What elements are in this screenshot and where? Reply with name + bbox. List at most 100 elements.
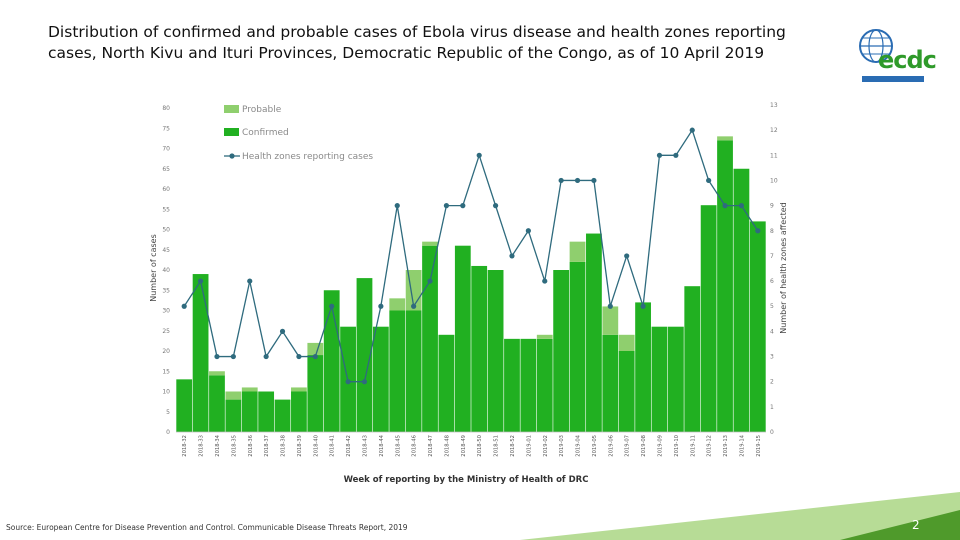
bar-confirmed	[372, 326, 389, 432]
bar-confirmed	[586, 233, 602, 432]
y-tick-label: 35	[162, 287, 170, 294]
x-tick-label: 2018-51	[494, 435, 500, 457]
bar-probable	[209, 371, 225, 376]
bar-confirmed	[471, 265, 488, 432]
bar-confirmed	[487, 270, 504, 432]
x-axis-title: Week of reporting by the Ministry of Hea…	[344, 475, 589, 485]
line-point	[394, 203, 400, 209]
y-tick-label: 65	[162, 166, 170, 173]
bar-confirmed	[389, 310, 406, 432]
line-health-zones	[183, 128, 759, 383]
x-tick-label: 2018-42	[346, 435, 352, 457]
line-point	[197, 278, 204, 284]
x-tick-label: 2019-15	[756, 435, 762, 457]
x-tick-label: 2019-13	[723, 435, 729, 457]
bar-confirmed	[323, 290, 340, 432]
x-tick-label: 2018-39	[297, 435, 303, 457]
bar-confirmed	[749, 221, 766, 432]
bar-confirmed	[700, 205, 717, 432]
bottom-green-band	[520, 492, 960, 540]
bar-probable	[389, 298, 406, 311]
x-tick-label: 2018-48	[444, 435, 450, 457]
bar-confirmed	[717, 140, 733, 432]
line-point	[329, 303, 335, 309]
line-point	[706, 177, 712, 184]
legend-label-health-zones: Health zones reporting cases	[242, 152, 373, 162]
line-point	[476, 152, 482, 158]
line-point	[181, 303, 187, 309]
y-tick-label: 80	[162, 105, 170, 112]
bar-confirmed	[307, 355, 324, 432]
line-series-group	[181, 127, 761, 385]
y-tick-label: 45	[162, 247, 170, 254]
bar-probable	[717, 136, 733, 141]
x-tick-label: 2019-06	[608, 435, 614, 457]
line-point	[312, 353, 318, 360]
bar-confirmed	[667, 326, 684, 432]
bar-confirmed	[438, 334, 455, 432]
y-tick-label: 30	[162, 308, 170, 315]
bar-probable	[291, 387, 307, 392]
legend-swatch-probable	[224, 105, 239, 113]
x-tick-label: 2018-34	[215, 434, 221, 456]
x-tick-label: 2019-10	[674, 435, 680, 457]
x-tick-label: 2018-32	[182, 435, 188, 457]
line-point	[214, 353, 220, 360]
bar-confirmed	[536, 338, 553, 432]
x-tick-label: 2018-46	[412, 435, 418, 457]
x-tick-label: 2018-37	[264, 435, 270, 457]
x-tick-label: 2018-47	[428, 435, 434, 457]
x-tick-label: 2019-14	[739, 434, 745, 456]
x-tick-label: 2019-08	[641, 435, 647, 457]
y2-tick-label: 0	[770, 429, 774, 436]
x-tick-label: 2019-04	[576, 434, 582, 456]
y-tick-label: 25	[162, 328, 170, 335]
line-point	[427, 278, 433, 284]
line-point	[247, 278, 253, 284]
bar-confirmed	[225, 399, 242, 432]
bar-confirmed	[258, 391, 275, 432]
line-point	[509, 253, 515, 259]
bar-probable	[569, 241, 586, 262]
line-point	[574, 177, 581, 184]
y2-tick-label: 5	[770, 303, 774, 310]
bar-confirmed	[618, 351, 635, 432]
x-tick-label: 2018-49	[461, 435, 467, 457]
y-tick-label: 20	[162, 348, 170, 355]
y2-tick-label: 9	[770, 203, 774, 210]
legend-label-probable: Probable	[242, 105, 282, 115]
y-tick-label: 50	[162, 227, 170, 234]
x-tick-label: 2018-43	[362, 435, 368, 457]
y-tick-label: 0	[166, 429, 170, 436]
bar-confirmed	[405, 310, 422, 432]
line-point	[230, 353, 236, 360]
y2-tick-label: 6	[770, 278, 774, 285]
page-number: 2	[912, 518, 920, 532]
y-tick-label: 5	[166, 409, 170, 416]
bar-confirmed	[176, 379, 193, 432]
y2-tick-label: 1	[770, 404, 774, 411]
legend: Probable Confirmed Health zones reportin…	[224, 105, 373, 162]
line-point	[263, 353, 269, 360]
line-point	[722, 203, 728, 209]
y2-tick-label: 4	[770, 328, 774, 335]
bar-confirmed	[422, 245, 438, 432]
bar-probable	[241, 387, 258, 392]
bar-confirmed	[241, 391, 258, 432]
line-point	[755, 228, 761, 234]
legend-marker-health-zones	[229, 153, 235, 159]
bar-probable	[307, 342, 324, 356]
line-point	[345, 379, 351, 385]
line-point	[492, 203, 499, 209]
line-point	[607, 303, 613, 309]
x-tick-label: 2018-35	[231, 435, 237, 457]
legend-swatch-confirmed	[224, 128, 239, 136]
bar-confirmed	[602, 334, 619, 432]
x-tick-label: 2019-09	[657, 435, 663, 457]
x-tick-label: 2019-11	[690, 435, 696, 457]
x-tick-label: 2019-03	[559, 435, 565, 457]
y-tick-label: 70	[162, 146, 170, 153]
bar-confirmed	[553, 270, 570, 432]
line-point	[378, 303, 384, 309]
y2-tick-label: 13	[770, 102, 778, 109]
